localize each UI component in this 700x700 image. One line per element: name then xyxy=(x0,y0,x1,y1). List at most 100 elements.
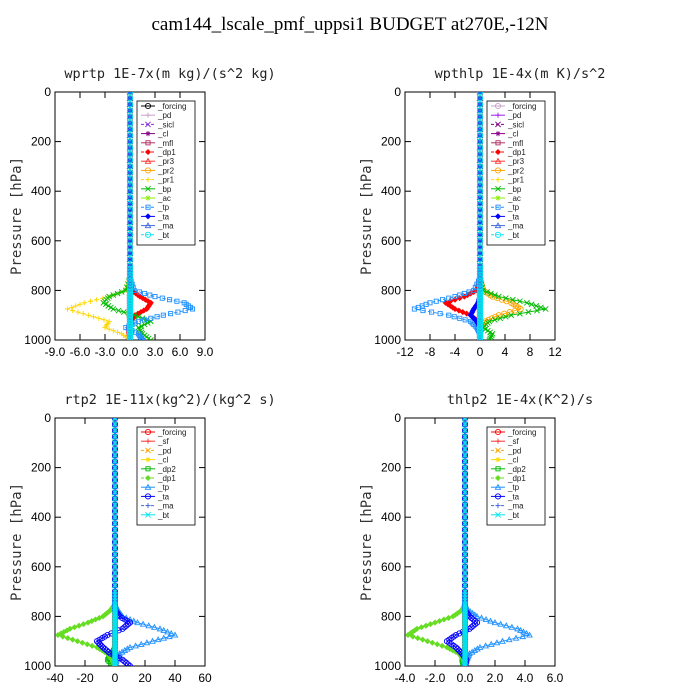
legend-item: _dp1 xyxy=(141,148,176,157)
x-tick-label: -8 xyxy=(425,345,436,359)
y-tick-label: 400 xyxy=(381,510,401,524)
y-tick-label: 1000 xyxy=(24,659,51,673)
legend-label: _bt xyxy=(507,511,520,520)
legend: _forcing_pd_sicl_cl_mfl_dp1_pr3_pr2_pr1_… xyxy=(136,100,196,246)
legend-label: _cl xyxy=(157,130,168,139)
x-tick-label: 20 xyxy=(138,671,152,685)
x-tick-label: 9.0 xyxy=(197,345,214,359)
x-tick-label: 4 xyxy=(502,345,509,359)
x-tick-label: 40 xyxy=(168,671,182,685)
legend-label: _pr2 xyxy=(507,166,525,175)
legend-label: _ma xyxy=(157,222,174,231)
y-tick-label: 1000 xyxy=(374,659,401,673)
legend-box xyxy=(136,426,196,526)
legend-box xyxy=(486,426,546,526)
legend-item: _pr3 xyxy=(141,157,175,166)
legend-label: _pr3 xyxy=(507,157,525,166)
y-tick-label: 400 xyxy=(31,510,51,524)
legend-label: _ac xyxy=(507,194,521,203)
legend-label: _dp1 xyxy=(157,474,176,483)
legend-item: _tp xyxy=(141,483,170,492)
series-bt xyxy=(476,92,484,340)
legend-item: _ta xyxy=(491,492,520,501)
legend-label: _tp xyxy=(507,203,520,212)
x-tick-label: 8 xyxy=(527,345,534,359)
y-tick-label: 800 xyxy=(31,283,51,297)
plot-area xyxy=(64,92,196,340)
chart-panel-rtp2: rtp2 1E-11x(kg^2)/(kg^2 s) Pressure [hPa]… xyxy=(9,392,276,685)
legend-label: _ta xyxy=(507,492,520,501)
legend-label: _dp2 xyxy=(157,465,176,474)
legend-item: _forcing xyxy=(141,428,186,437)
series-pr1 xyxy=(64,92,133,340)
x-tick-label: 0.0 xyxy=(122,345,139,359)
y-axis-label: Pressure [hPa] xyxy=(359,483,375,601)
x-tick-label: 2.0 xyxy=(487,671,504,685)
series-bt xyxy=(126,92,134,340)
legend-label: _dp1 xyxy=(507,474,526,483)
legend-label: _sf xyxy=(507,437,519,446)
legend-item: _dp1 xyxy=(491,474,526,483)
legend-label: _bp xyxy=(507,185,522,194)
legend-item: _ac xyxy=(141,194,171,203)
legend-label: _tp xyxy=(157,483,170,492)
panel-title: wprtp 1E-7x(m kg)/(s^2 kg) xyxy=(64,66,275,82)
x-tick-label: -2.0 xyxy=(425,671,446,685)
x-tick-label: 4.0 xyxy=(517,671,534,685)
legend-item: _tp xyxy=(491,203,520,212)
x-tick-label: -40 xyxy=(46,671,64,685)
x-tick-label: 0.0 xyxy=(457,671,474,685)
legend-label: _pd xyxy=(507,446,521,455)
legend-label: _pr1 xyxy=(507,176,525,185)
legend-label: _dp1 xyxy=(507,148,526,157)
x-tick-label: 6.0 xyxy=(172,345,189,359)
legend-item: _mfl xyxy=(491,139,523,148)
legend-item: _tp xyxy=(141,203,170,212)
legend-label: _ma xyxy=(157,502,174,511)
legend-item: _ma xyxy=(491,502,524,511)
legend-item: _mfl xyxy=(141,139,173,148)
y-tick-label: 600 xyxy=(31,234,51,248)
legend-label: _dp1 xyxy=(157,148,176,157)
x-tick-label: -4.0 xyxy=(395,671,416,685)
series-bt xyxy=(462,418,468,666)
legend-item: _pr3 xyxy=(491,157,525,166)
legend-item: _bt xyxy=(491,511,520,520)
legend-item: _sf xyxy=(491,437,519,446)
legend-item: _pr2 xyxy=(491,166,525,175)
legend-item: _pd xyxy=(141,111,171,120)
legend-item: _bp xyxy=(491,185,522,194)
legend-item: _tp xyxy=(491,483,520,492)
legend-item: _cl xyxy=(141,456,168,465)
chart-panel-wpthlp: wpthlp 1E-4x(m K)/s^2 Pressure [hPa] -12 -8… xyxy=(359,66,605,359)
legend-label: _ma xyxy=(507,502,524,511)
y-tick-label: 200 xyxy=(381,461,401,475)
legend-label: _tp xyxy=(507,483,520,492)
legend-label: _sf xyxy=(157,437,169,446)
legend-label: _cl xyxy=(157,456,168,465)
plot-frame xyxy=(404,417,556,667)
legend-item: _ta xyxy=(141,212,170,221)
legend-label: _ac xyxy=(157,194,171,203)
x-tick-label: -3.0 xyxy=(95,345,116,359)
legend-label: _ma xyxy=(507,222,524,231)
panel-title: rtp2 1E-11x(kg^2)/(kg^2 s) xyxy=(64,392,275,408)
y-tick-label: 200 xyxy=(31,461,51,475)
legend-label: _mfl xyxy=(157,139,173,148)
legend-item: _forcing xyxy=(141,102,186,111)
legend-item: _ma xyxy=(491,222,524,231)
figure-title: cam144_lscale_pmf_uppsi1 BUDGET at270E,-… xyxy=(151,14,549,35)
x-tick-label: -4 xyxy=(450,345,461,359)
legend-item: _cl xyxy=(491,456,518,465)
x-tick-label: 6.0 xyxy=(547,671,564,685)
x-tick-label: 60 xyxy=(198,671,212,685)
legend-label: _bt xyxy=(157,231,170,240)
legend-label: _bp xyxy=(157,185,172,194)
legend: _forcing_sf_pd_cl_dp2_dp1_tp_ta_ma_bt xyxy=(486,426,546,526)
legend: _forcing_pd_sicl_cl_mfl_dp1_pr3_pr2_pr1_… xyxy=(486,100,546,246)
y-axis-label: Pressure [hPa] xyxy=(9,157,25,275)
series-line xyxy=(66,92,131,340)
legend-item: _ma xyxy=(141,502,174,511)
legend-label: _bt xyxy=(507,231,520,240)
x-tick-label: -20 xyxy=(76,671,94,685)
